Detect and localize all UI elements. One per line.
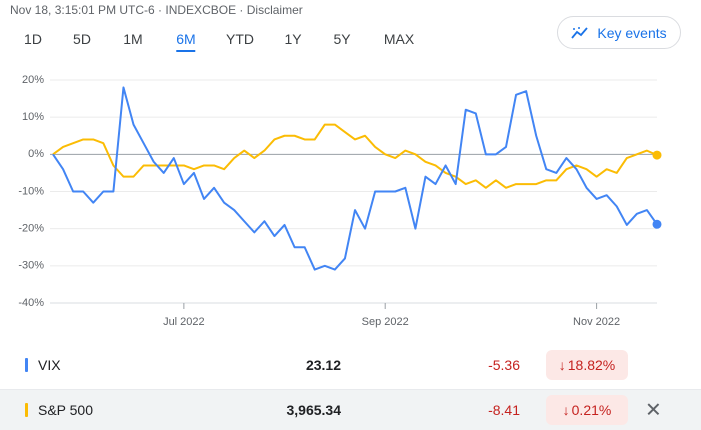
y-tick-label: -30% [18,260,44,272]
header: Nov 18, 3:15:01 PM UTC-6 · INDEXCBOE · D… [10,3,303,17]
range-tab[interactable]: 1Y [284,31,302,47]
x-tick-label: Jul 2022 [163,316,205,328]
range-tab[interactable]: MAX [383,31,415,47]
range-tab[interactable]: 1D [24,31,42,47]
change-badge: ↓ 0.21% [546,395,628,425]
y-tick-label: -40% [18,297,44,309]
down-arrow: ↓ [558,357,566,373]
down-arrow: ↓ [562,402,570,418]
y-tick-label: -10% [18,185,44,197]
change-badge: ↓ 18.82% [546,350,628,380]
key-events-label: Key events [597,24,667,41]
quote-row[interactable]: VIX 23.12 -5.36 ↓ 18.82% [0,345,701,385]
y-tick-label: 20% [22,74,44,86]
chart: 20% 10% 0% -10% -20% -30% -40% Jul 2022 Sep 2022… [18,74,662,328]
range-tab[interactable]: 1M [123,31,143,47]
quote-row[interactable]: S&P 500 3,965.34 -8.41 ↓ 0.21% ✕ [0,389,701,430]
x-tick-label: Nov 2022 [573,316,620,328]
series-name: VIX [38,357,61,373]
range-tab[interactable]: 5D [73,31,91,47]
series-line [52,123,658,189]
remove-button[interactable]: ✕ [645,399,662,422]
range-tab[interactable]: YTD [226,31,254,47]
y-tick-label: 0% [28,148,44,160]
y-tick-label: -20% [18,223,44,235]
y-tick-label: 10% [22,111,44,123]
price: 3,965.34 [286,402,342,418]
change: -8.41 [488,402,520,418]
key-events-icon [571,26,589,39]
change-percent: 18.82% [567,357,616,373]
end-dot [652,219,662,229]
end-dot [652,150,662,160]
change: -5.36 [488,357,520,373]
series-line [52,86,658,271]
range-tab[interactable]: 6M [176,31,196,52]
series-name: S&P 500 [38,402,94,418]
legend-swatch [25,358,28,372]
key-events-button[interactable]: Key events [557,16,681,49]
legend-swatch [25,403,28,417]
price: 23.12 [305,357,341,373]
range-tab[interactable]: 5Y [333,31,351,47]
x-tick-label: Sep 2022 [362,316,409,328]
change-percent: 0.21% [571,402,612,418]
